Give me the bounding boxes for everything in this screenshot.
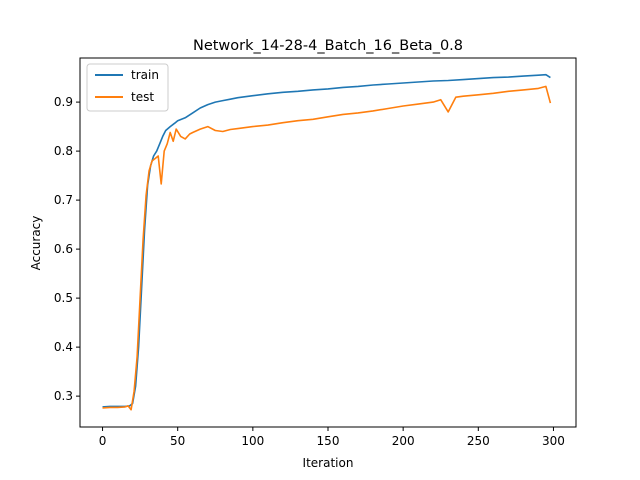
x-tick-label: 0 [99,434,107,448]
chart-title: Network_14-28-4_Batch_16_Beta_0.8 [193,38,463,54]
y-tick-label: 0.7 [54,193,73,207]
x-tick-label: 50 [170,434,185,448]
plot-frame [79,57,577,428]
x-tick-label: 200 [392,434,415,448]
x-tick-label: 300 [542,434,565,448]
y-tick-label: 0.6 [54,242,73,256]
x-tick-label: 150 [317,434,340,448]
y-tick-label: 0.8 [54,144,73,158]
y-axis: 0.3 0.4 0.5 0.6 0.7 0.8 0.9 [54,95,80,403]
y-tick-label: 0.4 [54,340,73,354]
x-tick-label: 100 [241,434,264,448]
legend: train test [86,63,169,112]
legend-label-test: test [131,90,154,104]
series-line-train [102,73,551,408]
x-tick-label: 250 [467,434,490,448]
series-layer [102,73,552,411]
y-tick-label: 0.5 [54,291,73,305]
legend-label-train: train [131,68,159,82]
y-tick-label: 0.9 [54,95,73,109]
series-line-test [102,85,552,411]
x-axis: 0 50 100 150 200 250 300 [99,427,565,448]
y-tick-label: 0.3 [54,389,73,403]
y-axis-label: Accuracy [29,216,43,271]
x-axis-label: Iteration [303,456,354,470]
